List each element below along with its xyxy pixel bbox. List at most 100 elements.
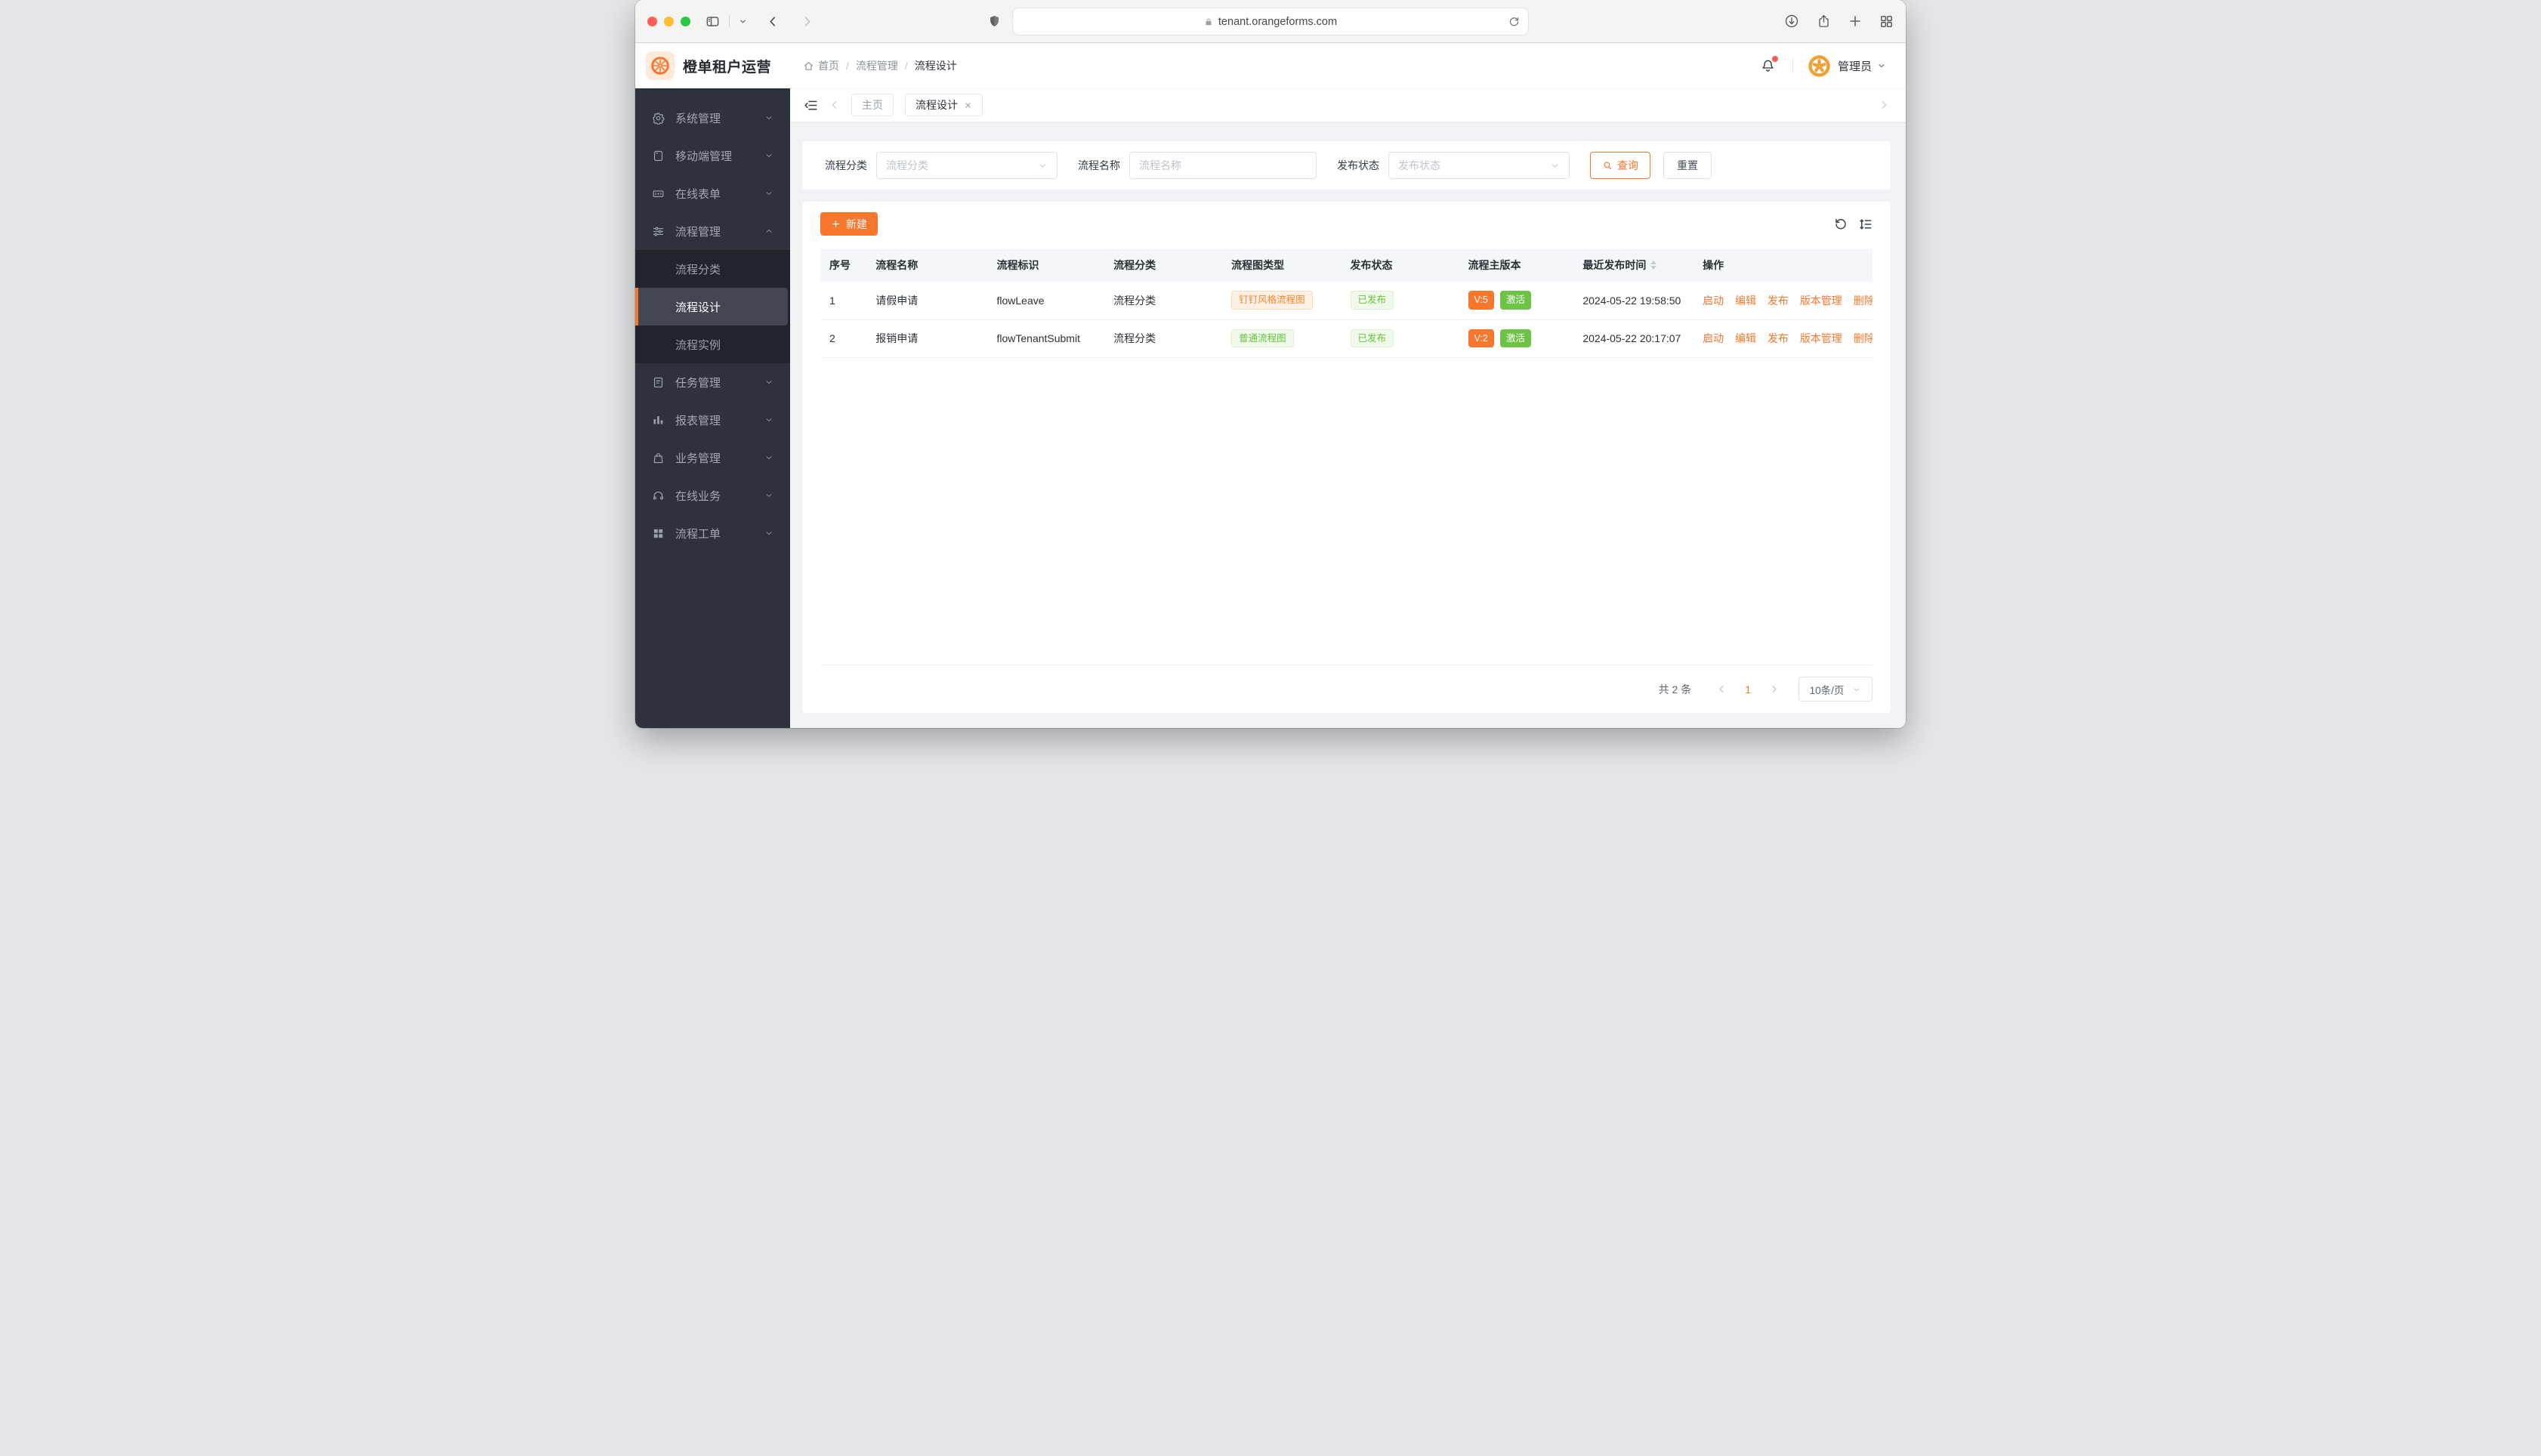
pagination-prev-icon[interactable]	[1709, 684, 1734, 694]
filter-group-category: 流程分类 流程分类	[825, 152, 1057, 179]
form-icon	[652, 187, 665, 200]
sort-desc-icon[interactable]	[1650, 266, 1657, 270]
privacy-shield-icon[interactable]	[988, 14, 1001, 29]
new-button[interactable]: 新建	[820, 212, 878, 236]
action-start[interactable]: 启动	[1703, 294, 1724, 307]
sidebar-item-flow-workorder[interactable]: 流程工单	[635, 514, 790, 552]
user-menu-chevron-down-icon[interactable]	[1877, 61, 1886, 70]
refresh-icon[interactable]	[1834, 217, 1848, 231]
reload-icon[interactable]	[1508, 16, 1520, 27]
flow-table: 序号 流程名称 流程标识 流程分类 流程图类型 发布状态 流程主版本	[820, 248, 1873, 358]
sidebar-item-business-management[interactable]: 业务管理	[635, 439, 790, 477]
avatar[interactable]	[1808, 54, 1831, 78]
sidebar-item-flow-instance[interactable]: 流程实例	[635, 325, 790, 363]
new-tab-icon[interactable]	[1848, 14, 1862, 28]
pagination-next-icon[interactable]	[1761, 684, 1786, 694]
col-publish-status: 发布状态	[1341, 248, 1459, 282]
sidebar-subitem-label: 流程设计	[675, 301, 721, 314]
back-button[interactable]	[767, 15, 780, 28]
browser-left-controls	[705, 14, 814, 29]
sidebar-chevron-down-icon[interactable]	[739, 17, 747, 26]
search-button[interactable]: 查询	[1590, 152, 1650, 179]
sidebar-item-online-forms[interactable]: 在线表单	[635, 174, 790, 212]
search-button-label: 查询	[1617, 159, 1638, 171]
tab-close-icon[interactable]	[964, 101, 972, 110]
action-edit[interactable]: 编辑	[1735, 332, 1757, 344]
action-edit[interactable]: 编辑	[1735, 294, 1757, 307]
pagination: 共 2 条 1 10条/页	[820, 665, 1873, 713]
browser-right-controls	[1784, 14, 1894, 29]
table-area: 序号 流程名称 流程标识 流程分类 流程图类型 发布状态 流程主版本	[820, 248, 1873, 665]
sidebar-item-online-business[interactable]: 在线业务	[635, 477, 790, 514]
cell-index: 2	[820, 319, 867, 358]
traffic-lights	[647, 16, 690, 26]
table-card: 新建	[802, 202, 1891, 713]
cell-publish-time: 2024-05-22 19:58:50	[1573, 282, 1694, 320]
chevron-down-icon	[764, 453, 773, 462]
cell-diagram-type: 钉钉风格流程图	[1222, 282, 1342, 320]
breadcrumb-level1[interactable]: 流程管理	[855, 60, 898, 72]
sidebar-item-flow-category[interactable]: 流程分类	[635, 250, 790, 288]
filter-card: 流程分类 流程分类 流程名称 发布状态 发布状态	[802, 141, 1891, 190]
minimize-window-button[interactable]	[664, 16, 674, 26]
action-publish[interactable]: 发布	[1767, 332, 1789, 344]
cell-diagram-type: 普通流程图	[1222, 319, 1342, 358]
action-version-manage[interactable]: 版本管理	[1799, 294, 1842, 307]
sidebar-item-report-management[interactable]: 报表管理	[635, 401, 790, 439]
close-window-button[interactable]	[647, 16, 657, 26]
action-publish[interactable]: 发布	[1767, 294, 1789, 307]
tab-flow-design[interactable]: 流程设计	[905, 94, 983, 116]
bag-icon	[652, 452, 665, 464]
sidebar-toggle-icon[interactable]	[705, 14, 720, 29]
sliders-icon	[652, 225, 665, 238]
publish-status-tag: 已发布	[1350, 329, 1394, 348]
downloads-icon[interactable]	[1784, 14, 1799, 29]
sidebar-item-task-management[interactable]: 任务管理	[635, 363, 790, 401]
address-bar[interactable]: tenant.orangeforms.com	[1012, 8, 1529, 35]
tab-home[interactable]: 主页	[851, 94, 894, 116]
pagination-total: 共 2 条	[1658, 683, 1692, 696]
table-header-row: 序号 流程名称 流程标识 流程分类 流程图类型 发布状态 流程主版本	[820, 248, 1873, 282]
tab-overview-icon[interactable]	[1879, 14, 1894, 29]
cell-flow-name: 报销申请	[866, 319, 988, 358]
sidebar-item-mobile[interactable]: 移动端管理	[635, 137, 790, 174]
active-tag: 激活	[1499, 291, 1531, 310]
sort-carets[interactable]	[1650, 261, 1657, 270]
notifications-button[interactable]	[1761, 56, 1778, 73]
version-tag: V:2	[1468, 329, 1494, 348]
action-delete[interactable]: 删除	[1853, 332, 1873, 344]
publish-status-select[interactable]: 发布状态	[1388, 152, 1570, 179]
table-row: 2 报销申请 flowTenantSubmit 流程分类 普通流程图 已发布 V…	[820, 319, 1873, 358]
flow-name-input[interactable]	[1129, 152, 1317, 179]
pagination-page-1[interactable]: 1	[1745, 683, 1751, 696]
col-publish-time: 最近发布时间	[1573, 248, 1694, 282]
action-delete[interactable]: 删除	[1853, 294, 1873, 307]
toolbar-right	[1834, 217, 1873, 231]
bell-icon	[1762, 60, 1774, 72]
menu-fold-icon[interactable]	[804, 98, 818, 113]
reset-button[interactable]: 重置	[1663, 152, 1712, 179]
select-placeholder: 发布状态	[1398, 159, 1440, 171]
page-size-select[interactable]: 10条/页	[1798, 677, 1873, 702]
user-name[interactable]: 管理员	[1837, 60, 1872, 73]
sidebar-item-label: 流程管理	[675, 225, 721, 239]
sidebar-item-flow-management[interactable]: 流程管理	[635, 212, 790, 250]
tabs-scroll-right-icon[interactable]	[1879, 100, 1889, 110]
avatar-orange-icon	[1808, 54, 1830, 77]
tabs-scroll-left-icon[interactable]	[829, 100, 840, 110]
column-settings-icon[interactable]	[1859, 217, 1873, 231]
notification-badge	[1771, 56, 1778, 62]
forward-button[interactable]	[801, 15, 814, 28]
category-select[interactable]: 流程分类	[876, 152, 1057, 179]
browser-window: tenant.orangeforms.com	[635, 0, 1906, 728]
sidebar-item-flow-design[interactable]: 流程设计	[635, 288, 788, 325]
sort-asc-icon[interactable]	[1650, 261, 1657, 264]
share-icon[interactable]	[1817, 14, 1831, 29]
breadcrumb-separator: /	[846, 60, 849, 72]
zoom-window-button[interactable]	[681, 16, 690, 26]
sidebar-item-system[interactable]: 系统管理	[635, 99, 790, 137]
action-start[interactable]: 启动	[1703, 332, 1724, 344]
action-version-manage[interactable]: 版本管理	[1799, 332, 1842, 344]
breadcrumb-home[interactable]: 首页	[803, 58, 839, 73]
sidebar-subitem-label: 流程分类	[675, 263, 721, 276]
